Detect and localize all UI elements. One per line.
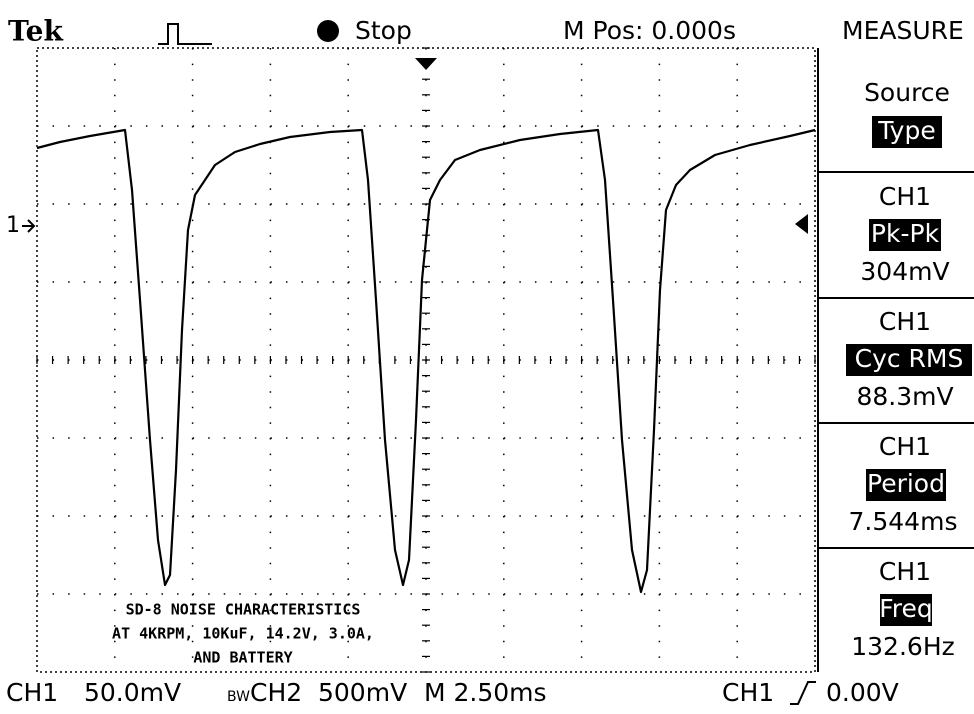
stop-dot	[317, 20, 339, 42]
highlight	[880, 594, 932, 626]
highlight	[869, 219, 941, 251]
ch1-arrow	[22, 219, 36, 233]
bw-limit: BW	[227, 689, 250, 705]
measurement: 88.3mV	[856, 382, 953, 411]
highlight	[872, 116, 942, 148]
menu-value[interactable]: Type	[877, 116, 935, 145]
annotation: AND BATTERY	[193, 649, 292, 667]
annotation: AT 4KRPM, 10KuF, 14.2V, 3.0A,	[112, 625, 374, 643]
menu-label[interactable]: Period	[867, 469, 945, 498]
ch1-marker: 1	[6, 213, 20, 238]
measure-menu: Source Type CH1 Pk-Pk 88.3mV 304mV CH1 C…	[817, 48, 974, 672]
trigger-level	[795, 214, 808, 234]
timebase: M 2.50ms	[424, 678, 547, 707]
grid	[36, 47, 816, 673]
menu-channel[interactable]: CH1	[879, 557, 931, 586]
measurement: 7.544ms	[849, 507, 958, 536]
menu-title: MEASURE	[842, 16, 964, 45]
ch1-label: CH1	[6, 678, 58, 707]
ch2-label: CH2	[250, 678, 302, 707]
acq-icon	[158, 23, 212, 45]
menu-channel[interactable]: CH1	[879, 182, 931, 211]
trigger-level-value: 0.00V	[826, 678, 899, 707]
menu-channel[interactable]: CH1	[879, 307, 931, 336]
menu-channel[interactable]: CH1	[879, 432, 931, 461]
menu-label[interactable]: Source	[864, 78, 950, 107]
trigger-position	[415, 58, 437, 70]
run-status: Stop	[355, 16, 412, 45]
measurement: 304mV	[860, 257, 949, 286]
trigger-source: CH1	[722, 678, 774, 707]
brand: Tek	[8, 15, 63, 48]
highlight	[866, 469, 946, 501]
trigger-slope	[790, 681, 816, 705]
ch1-scale: 50.0mV	[84, 678, 181, 707]
menu-label[interactable]: Cyc RMS	[855, 344, 964, 373]
waveform	[36, 128, 816, 594]
menu-label[interactable]: Pk-Pk	[871, 219, 940, 248]
highlight	[846, 344, 972, 376]
menu-label[interactable]: Freq	[879, 594, 933, 623]
annotation: SD-8 NOISE CHARACTERISTICS	[126, 601, 361, 619]
measurement: 132.6Hz	[851, 632, 955, 661]
ch2-scale: 500mV	[318, 678, 407, 707]
position: M Pos: 0.000s	[563, 16, 736, 45]
